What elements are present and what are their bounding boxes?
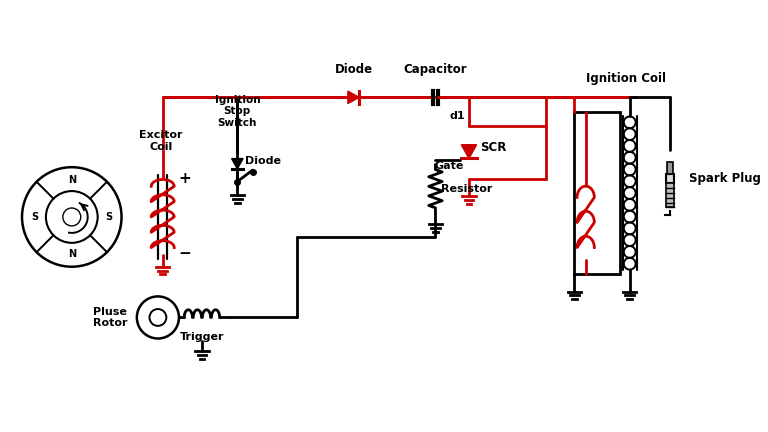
FancyBboxPatch shape bbox=[667, 162, 673, 174]
Text: N: N bbox=[68, 175, 76, 185]
Text: Ignition Coil: Ignition Coil bbox=[586, 72, 666, 85]
Bar bbox=[574, 112, 621, 274]
Polygon shape bbox=[232, 159, 243, 169]
Text: d1: d1 bbox=[449, 111, 465, 121]
Text: Diode: Diode bbox=[245, 156, 281, 166]
Text: Ignition
Stop
Switch: Ignition Stop Switch bbox=[214, 95, 260, 128]
Text: SCR: SCR bbox=[481, 141, 507, 154]
Text: S: S bbox=[105, 212, 112, 222]
Polygon shape bbox=[348, 91, 359, 104]
Text: Resistor: Resistor bbox=[441, 184, 492, 194]
Polygon shape bbox=[462, 145, 477, 159]
FancyBboxPatch shape bbox=[666, 174, 674, 184]
Text: Gate: Gate bbox=[435, 161, 464, 171]
Text: −: − bbox=[178, 246, 190, 261]
Text: Pluse
Rotor: Pluse Rotor bbox=[93, 307, 127, 328]
Text: Trigger: Trigger bbox=[180, 332, 224, 342]
Text: Excitor
Coil: Excitor Coil bbox=[139, 130, 183, 152]
Text: Capacitor: Capacitor bbox=[404, 63, 467, 76]
Text: Spark Plug: Spark Plug bbox=[689, 172, 761, 185]
Text: S: S bbox=[31, 212, 38, 222]
Text: N: N bbox=[68, 249, 76, 259]
Text: Diode: Diode bbox=[335, 63, 373, 76]
FancyBboxPatch shape bbox=[666, 184, 674, 207]
Text: +: + bbox=[178, 171, 190, 186]
